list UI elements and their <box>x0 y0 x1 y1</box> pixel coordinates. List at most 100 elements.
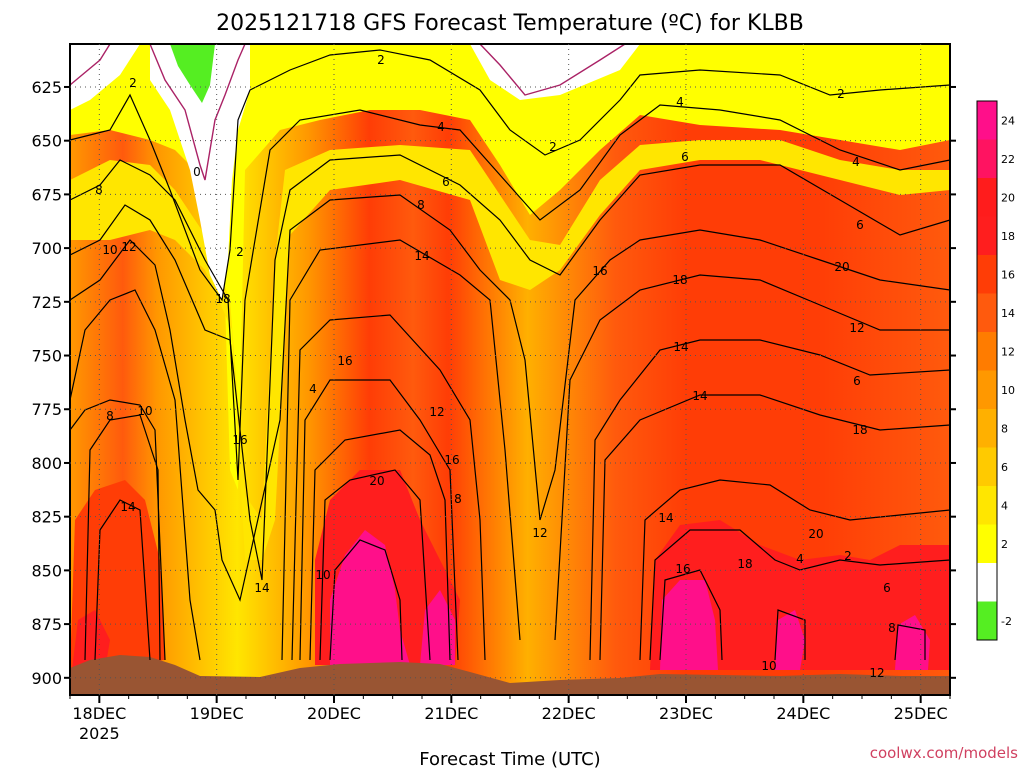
colorbar-tick-label: 4 <box>1001 499 1008 512</box>
colorbar-tick-label: 2 <box>1001 538 1008 551</box>
field-white-pocket <box>150 44 250 300</box>
contour-14 <box>84 379 951 661</box>
contour-2 <box>69 49 951 302</box>
y-tick-label: 675 <box>31 185 62 204</box>
contour-10 <box>69 239 950 661</box>
contour-label: 6 <box>681 150 689 164</box>
contour-label: 14 <box>692 389 707 403</box>
x-tick-label: 21DEC <box>424 704 478 723</box>
contour-label: 4 <box>852 155 860 169</box>
contour-label: 16 <box>232 433 247 447</box>
temperature-field <box>70 44 950 695</box>
y-tick-label: 800 <box>31 454 62 473</box>
colorbar-swatch <box>977 139 997 179</box>
colorbar-swatch <box>977 101 997 140</box>
colorbar-swatch <box>977 524 997 564</box>
field-core-23dec <box>650 520 950 670</box>
contour-label: 8 <box>106 409 114 423</box>
contour-8 <box>69 194 951 602</box>
contour-label: 12 <box>429 405 444 419</box>
credit-text[interactable]: coolwx.com/models <box>870 744 1018 762</box>
colorbar-tick-label: 22 <box>1001 153 1015 166</box>
contour-label: 2 <box>844 549 852 563</box>
contour-label: 6 <box>883 581 891 595</box>
colorbar-swatch <box>977 178 997 217</box>
zero-contour-right <box>479 43 626 96</box>
contour-label: 14 <box>658 511 673 525</box>
colorbar-tick-label: -2 <box>1001 615 1012 628</box>
zero-contour-left <box>69 43 246 181</box>
y-tick-label: 850 <box>31 561 62 580</box>
contour-6 <box>69 154 951 581</box>
contour-label: 12 <box>121 240 136 254</box>
y-tick-label: 700 <box>31 239 62 258</box>
y-tick-label: 650 <box>31 132 62 151</box>
x-tick-label: 24DEC <box>776 704 830 723</box>
x-tick-label: 20DEC <box>307 704 361 723</box>
field-white-left <box>70 44 140 110</box>
chart-title: 2025121718 GFS Forecast Temperature (ºC)… <box>216 11 804 36</box>
colorbar-frame <box>976 100 998 641</box>
x-tick-label: 25DEC <box>894 704 948 723</box>
contour-label: 18 <box>737 557 752 571</box>
contour-label: 2 <box>549 140 557 154</box>
contour-label: 10 <box>315 568 330 582</box>
field-core-18dec-red <box>72 610 110 670</box>
colorbar: 24 22 20 18 16 14 12 10 8 6 4 2 -2 <box>976 100 1015 641</box>
colorbar-tick-label: 16 <box>1001 268 1015 281</box>
contour-16 <box>94 429 951 661</box>
terrain <box>70 655 950 695</box>
colorbar-swatch <box>977 447 997 487</box>
y-tick-label: 900 <box>31 669 62 688</box>
grid-lines <box>70 44 950 695</box>
zero-contour <box>69 43 626 181</box>
contour-label: 2 <box>129 76 137 90</box>
contour-label: 12 <box>532 526 547 540</box>
colorbar-tick-label: 10 <box>1001 384 1015 397</box>
contour-label: 10 <box>761 659 776 673</box>
contour-label: 16 <box>675 562 690 576</box>
contour-label: 4 <box>309 382 317 396</box>
colorbar-tick-label: 14 <box>1001 307 1015 320</box>
contour-label: 16 <box>444 453 459 467</box>
colorbar-swatch <box>977 370 997 410</box>
contour-label: 16 <box>592 264 607 278</box>
contour-label: 8 <box>888 621 896 635</box>
field-green-blob <box>170 44 215 103</box>
contour-label: 6 <box>853 374 861 388</box>
contour-label: 4 <box>676 95 684 109</box>
contour-label: 14 <box>414 249 429 263</box>
colorbar-swatch <box>977 293 997 333</box>
colorbar-swatch <box>977 563 997 602</box>
contour-label: 2 <box>236 245 244 259</box>
contour-label: 2 <box>377 53 385 67</box>
field-core-23dec-pink <box>660 580 718 670</box>
colorbar-swatch <box>977 216 997 256</box>
contour-12 <box>69 314 951 661</box>
field-white-top <box>470 44 640 100</box>
contour-label: 16 <box>337 354 352 368</box>
contour-label: 14 <box>254 581 269 595</box>
contour-18 <box>319 469 951 661</box>
contour-label: 20 <box>369 474 384 488</box>
contour-label: 4 <box>437 120 445 134</box>
x-tick-label: 22DEC <box>542 704 596 723</box>
field-core-20dec-pink <box>330 530 410 665</box>
colorbar-tick-label: 18 <box>1001 230 1015 243</box>
colorbar-swatch <box>977 409 997 448</box>
contour-label: 10 <box>137 404 152 418</box>
contour-label: 18 <box>852 423 867 437</box>
contour-label: 6 <box>442 175 450 189</box>
colorbar-tick-label: 6 <box>1001 461 1008 474</box>
y-tick-label: 825 <box>31 508 62 527</box>
y-tick-label: 750 <box>31 347 62 366</box>
contour-label: 14 <box>673 340 688 354</box>
contour-label: 6 <box>856 218 864 232</box>
colorbar-swatch <box>977 486 997 525</box>
contour-label: 8 <box>417 198 425 212</box>
y-tick-label: 725 <box>31 293 62 312</box>
x-tick-label: 23DEC <box>659 704 713 723</box>
contour-label: 8 <box>454 492 462 506</box>
